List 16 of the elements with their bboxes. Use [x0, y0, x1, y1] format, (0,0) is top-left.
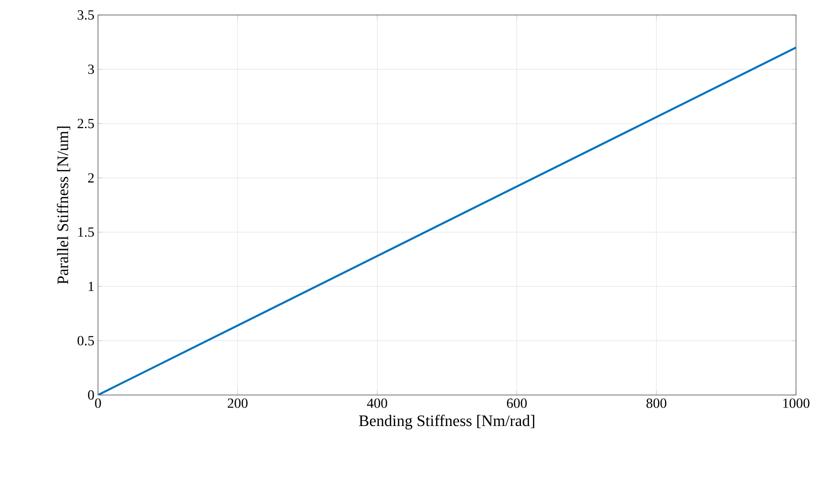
y-axis-title: Parallel Stiffness [N/um] — [56, 126, 70, 284]
x-tick-label: 200 — [228, 398, 248, 408]
y-tick-label: 3.5 — [78, 10, 94, 20]
x-axis-title: Bending Stiffness [Nm/rad] — [359, 414, 534, 430]
y-tick-label: 2.5 — [78, 118, 94, 128]
x-tick-label: 400 — [367, 398, 388, 408]
x-tick-label: 600 — [506, 398, 527, 408]
x-tick-label: 1000 — [783, 398, 810, 408]
y-tick-label: 1 — [88, 282, 94, 292]
x-tick-label: 800 — [646, 398, 666, 408]
y-tick-label: 3 — [88, 64, 94, 74]
y-tick-label: 2 — [88, 173, 94, 182]
x-tick-label: 0 — [95, 398, 101, 408]
y-tick-label: 0.5 — [78, 336, 94, 346]
y-tick-label: 1.5 — [78, 227, 94, 237]
y-tick-label: 0 — [88, 390, 94, 400]
